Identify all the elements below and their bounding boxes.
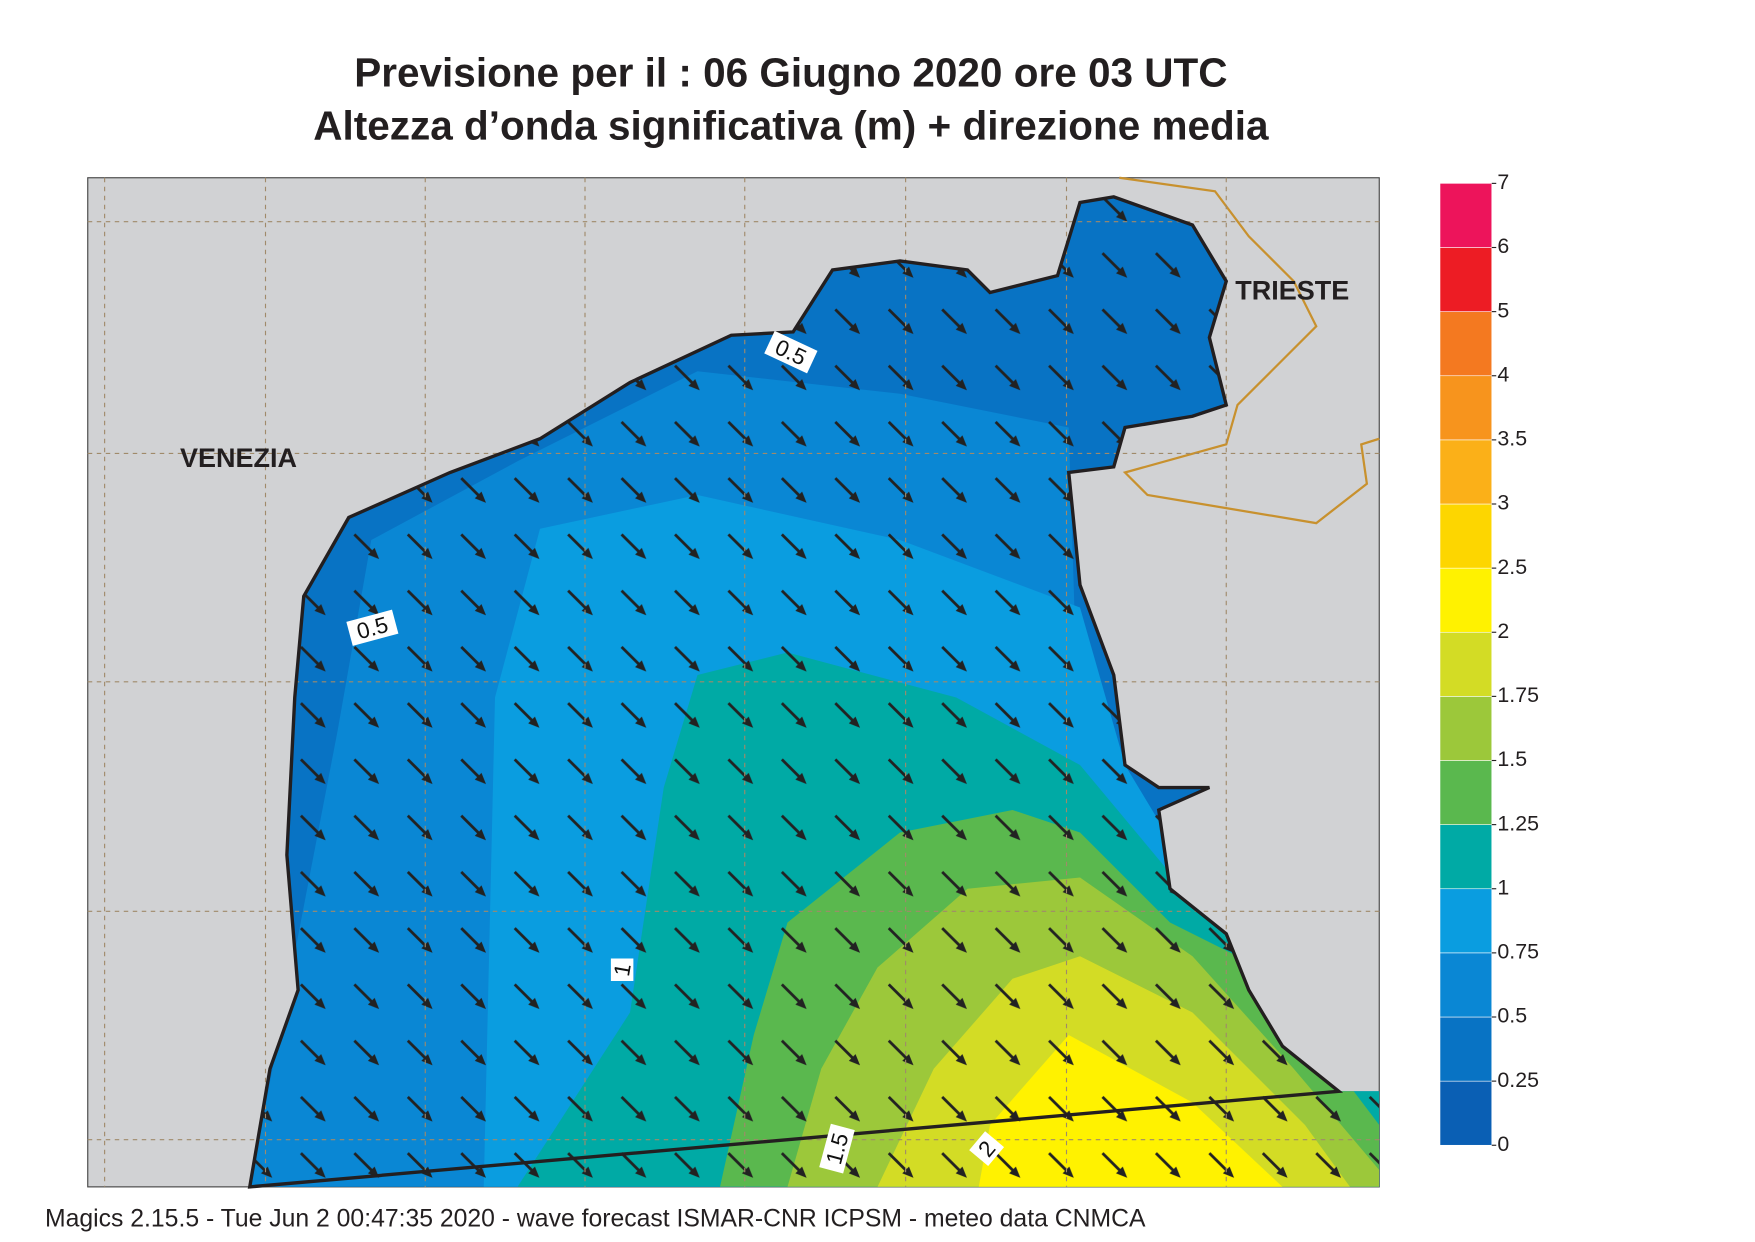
colorbar-label: 0.75 [1497,940,1539,964]
colorbar-bin [1439,311,1493,377]
colorbar-bin [1439,247,1493,312]
colorbar-bin [1439,1080,1493,1146]
colorbar-bin [1439,631,1493,697]
colorbar-bin [1439,567,1493,633]
colorbar: 0 0.25 0.5 0.75 1 1.25 1.5 1.75 2 2.5 3 3.5 4 5 6 7 [1439,170,1539,1156]
subtitle: Altezza d’onda significativa (m) + direz… [313,103,1269,149]
place-label: TRIESTE [1235,275,1349,305]
colorbar-label: 1.75 [1497,683,1539,707]
colorbar-label: 6 [1497,234,1509,258]
colorbar-label: 2.5 [1497,555,1527,579]
place-label: VENEZIA [180,443,297,473]
colorbar-label: 4 [1497,362,1509,386]
colorbar-bin [1439,439,1493,505]
colorbar-label: 1 [1497,875,1509,899]
colorbar-bin [1439,696,1493,761]
colorbar-label: 7 [1497,170,1509,194]
footer: Magics 2.15.5 - Tue Jun 2 00:47:35 2020 … [45,1205,1146,1232]
colorbar-label: 3.5 [1497,427,1527,451]
colorbar-bin [1439,824,1493,890]
coastline [247,195,1344,1189]
colorbar-label: 3 [1497,491,1509,515]
colorbar-bin [1439,760,1493,825]
colorbar-bin [1439,952,1493,1018]
colorbar-label: 0 [1497,1132,1509,1156]
colorbar-label: 5 [1497,298,1509,322]
colorbar-bin [1439,888,1493,954]
colorbar-label: 2 [1497,619,1509,643]
graticule [87,177,1380,1187]
colorbar-bin [1439,503,1493,569]
colorbar-label: 0.25 [1497,1068,1539,1092]
colorbar-label: 1.25 [1497,811,1539,835]
colorbar-label: 1.5 [1497,747,1527,771]
border [1119,176,1380,525]
colorbar-bin [1439,375,1493,441]
colorbar-label: 0.5 [1497,1004,1527,1028]
contour-label: 1 [609,961,636,978]
title: Previsione per il : 06 Giugno 2020 ore 0… [354,50,1227,96]
colorbar-bin [1439,1016,1493,1082]
colorbar-bin [1439,183,1493,248]
